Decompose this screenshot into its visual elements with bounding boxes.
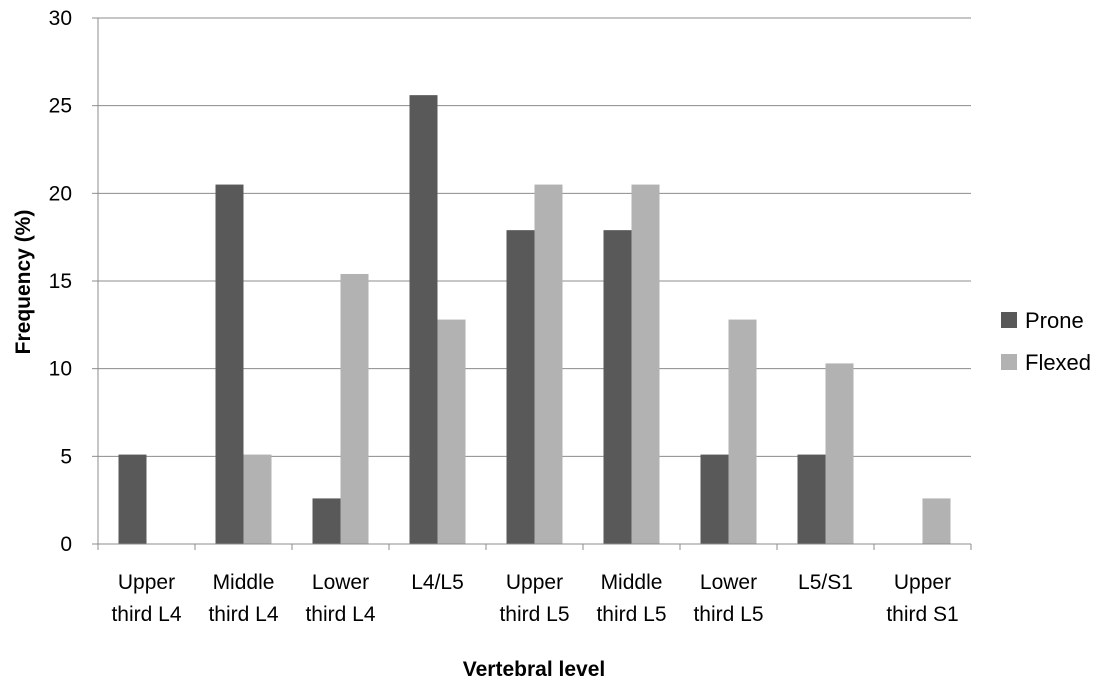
y-tick-label: 25 (49, 95, 72, 118)
x-category-label: Upper (506, 571, 563, 594)
bar-flexed (922, 498, 951, 544)
x-category-label: L5/S1 (798, 571, 853, 594)
y-tick-label: 15 (49, 270, 72, 293)
bar-prone (797, 454, 826, 544)
x-category-label: Lower (312, 571, 369, 594)
x-category-label: Upper (118, 571, 175, 594)
x-category-label: Middle (213, 571, 275, 594)
bar-prone (118, 454, 147, 544)
legend: Prone Flexed (1001, 308, 1091, 375)
x-category-label: third S1 (886, 603, 958, 626)
x-category-label: third L5 (596, 603, 666, 626)
bar-prone (409, 95, 438, 544)
x-category-label: Middle (601, 571, 663, 594)
bar-prone (603, 230, 632, 545)
bar-flexed (534, 184, 563, 545)
legend-swatch-prone (1001, 312, 1017, 328)
bar-flexed (243, 454, 272, 544)
x-axis-title: Vertebral level (463, 658, 605, 681)
legend-swatch-flexed (1001, 354, 1017, 370)
y-tick-label: 20 (49, 182, 72, 205)
bar-flexed (728, 319, 757, 544)
bar-prone (700, 454, 729, 544)
bar-flexed (631, 184, 660, 545)
axes (92, 17, 972, 550)
bar-prone (506, 230, 535, 545)
x-category-label: third L5 (499, 603, 569, 626)
x-category-label: Upper (894, 571, 951, 594)
y-tick-label: 30 (49, 7, 72, 30)
bar-flexed (437, 319, 466, 544)
y-tick-labels: 0 5 10 15 20 25 30 (49, 7, 72, 556)
x-category-label: third L4 (111, 603, 181, 626)
x-category-label: Lower (700, 571, 757, 594)
x-category-label: third L4 (305, 603, 375, 626)
y-tick-label: 0 (60, 533, 72, 556)
x-category-label: L4/L5 (411, 571, 464, 594)
y-tick-label: 10 (49, 358, 72, 381)
y-axis-title: Frequency (%) (12, 210, 35, 355)
bar-flexed (825, 363, 854, 544)
x-category-label: third L5 (693, 603, 763, 626)
bars (118, 95, 951, 545)
x-category-label: third L4 (208, 603, 278, 626)
bar-prone (312, 498, 341, 544)
legend-label-flexed: Flexed (1025, 350, 1091, 375)
y-tick-label: 5 (60, 445, 72, 468)
legend-label-prone: Prone (1025, 308, 1084, 333)
bar-prone (215, 184, 244, 545)
x-category-labels: Upper third L4 Middle third L4 Lower third L4… (111, 571, 958, 626)
bar-flexed (340, 273, 369, 544)
